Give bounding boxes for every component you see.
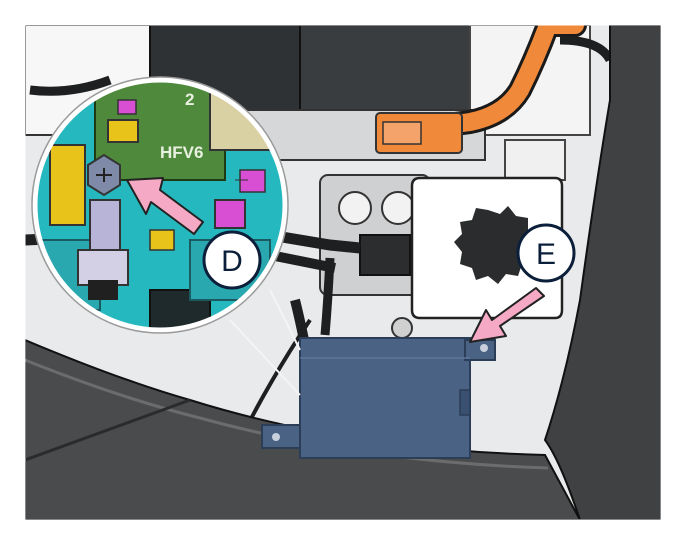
callout-d-label: D bbox=[221, 245, 243, 278]
engine-bay-scene bbox=[25, 25, 661, 520]
arrow-to-fuse bbox=[126, 177, 204, 235]
hfv6-relay-label: HFV6 bbox=[160, 143, 203, 162]
arrow-to-module bbox=[469, 287, 545, 343]
callout-e-label: E bbox=[536, 238, 556, 271]
inset-digit-label: 2 bbox=[185, 90, 194, 109]
control-module bbox=[261, 337, 496, 459]
callout-d: D bbox=[202, 230, 262, 290]
callout-e: E bbox=[516, 223, 576, 283]
